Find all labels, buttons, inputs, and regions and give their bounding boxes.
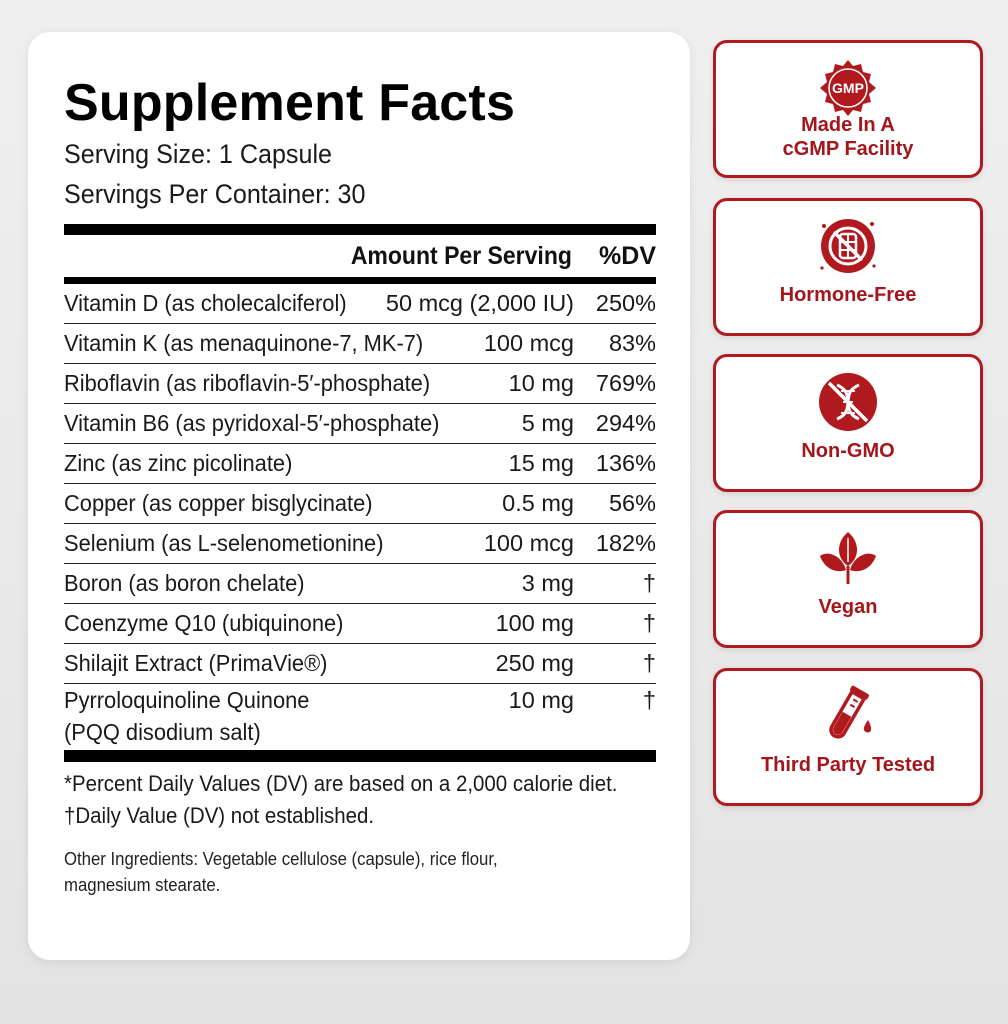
nutrient-dv: 294%: [595, 410, 656, 436]
nutrient-name: Vitamin K (as menaquinone-7, MK-7): [64, 330, 424, 356]
nutrient-dv: 83%: [608, 330, 656, 356]
nutrient-dv: †: [642, 650, 656, 676]
nutrient-row: Shilajit Extract (PrimaVie®) 250 mg †: [64, 644, 656, 684]
nutrient-amount: 100 mcg: [483, 530, 574, 556]
badge-vegan: Vegan: [713, 510, 983, 648]
header-amount-per-serving: Amount Per Serving: [350, 241, 572, 270]
nutrient-amount: 10 mg: [508, 370, 574, 396]
badge-vegan-label: Vegan: [818, 596, 878, 618]
badge-hormone-free: Hormone-Free: [713, 198, 983, 336]
nutrient-dv: †: [642, 687, 656, 713]
nutrient-amount: 100 mcg: [483, 330, 574, 356]
nutrient-row: Vitamin K (as menaquinone-7, MK-7) 100 m…: [64, 324, 656, 364]
test-tube-icon: [829, 685, 872, 739]
badge-non-gmo-label: Non-GMO: [801, 440, 895, 462]
nutrient-row: Vitamin B6 (as pyridoxal-5′-phosphate) 5…: [64, 404, 656, 444]
supplement-facts-content: Supplement Facts Serving Size: 1 Capsule…: [64, 72, 656, 898]
nutrient-amount: 250 mg: [495, 650, 574, 676]
nutrient-dv: †: [642, 610, 656, 636]
nutrient-table: Vitamin D (as cholecalciferol) 50 mcg (2…: [64, 284, 656, 750]
nutrient-amount: 15 mg: [508, 450, 574, 476]
serving-size: Serving Size: 1 Capsule: [64, 139, 332, 169]
bottom-divider: [64, 750, 656, 762]
nutrient-name: Boron (as boron chelate): [64, 570, 305, 596]
facts-header-row: Amount Per Serving %DV: [64, 235, 656, 277]
nutrient-dv: †: [642, 570, 656, 596]
nutrient-dv: 136%: [595, 450, 656, 476]
nutrient-row: Copper (as copper bisglycinate) 0.5 mg 5…: [64, 484, 656, 524]
gmp-seal-icon: GMP: [820, 60, 876, 116]
nutrient-name: Vitamin B6 (as pyridoxal-5′-phosphate): [64, 410, 440, 436]
nutrient-name: Coenzyme Q10 (ubiquinone): [64, 610, 344, 636]
nutrient-amount: 100 mg: [495, 610, 574, 636]
nutrient-row: Riboflavin (as riboflavin-5′-phosphate) …: [64, 364, 656, 404]
gmp-seal-text: GMP: [832, 80, 864, 96]
other-ingredients: Other Ingredients: Vegetable cellulose (…: [64, 849, 498, 895]
footnote-dv-not-established: †Daily Value (DV) not established.: [64, 803, 375, 828]
nutrient-dv: 250%: [595, 290, 656, 316]
badge-hormone-free-label: Hormone-Free: [779, 284, 917, 306]
nutrient-name: Copper (as copper bisglycinate): [64, 490, 373, 516]
badge-gmp: GMP Made In A cGMP Facility: [713, 40, 983, 178]
nutrient-name: Zinc (as zinc picolinate): [64, 450, 293, 476]
nutrient-row: Boron (as boron chelate) 3 mg †: [64, 564, 656, 604]
leaf-icon: [820, 532, 876, 584]
nutrient-amount: 10 mg: [508, 687, 574, 713]
badge-gmp-label: Made In A cGMP Facility: [782, 114, 914, 160]
nutrient-amount: 5 mg: [521, 410, 574, 436]
supplement-facts-panel: Supplement Facts Serving Size: 1 Capsule…: [28, 32, 690, 960]
nutrient-amount: 3 mg: [521, 570, 574, 596]
facts-title: Supplement Facts: [64, 74, 516, 132]
header-divider: [64, 277, 656, 284]
nutrient-name: Riboflavin (as riboflavin-5′-phosphate): [64, 370, 431, 396]
nutrient-row: Coenzyme Q10 (ubiquinone) 100 mg †: [64, 604, 656, 644]
nutrient-dv: 182%: [595, 530, 656, 556]
nutrient-dv: 769%: [595, 370, 656, 396]
non-gmo-icon: [819, 373, 877, 431]
badge-third-party-tested: Third Party Tested: [713, 668, 983, 806]
nutrient-row: Selenium (as L-selenometionine) 100 mcg …: [64, 524, 656, 564]
nutrient-name: Vitamin D (as cholecalciferol): [64, 290, 347, 316]
hormone-free-icon: [820, 219, 876, 273]
footnote-percent-dv: *Percent Daily Values (DV) are based on …: [64, 771, 618, 796]
nutrient-dv: 56%: [608, 490, 656, 516]
header-dv: %DV: [599, 241, 656, 270]
thick-divider: [64, 224, 656, 235]
nutrient-row: Pyrroloquinoline Quinone (PQQ disodium s…: [64, 684, 656, 750]
nutrient-amount: 0.5 mg: [502, 490, 574, 516]
nutrient-name: Pyrroloquinoline Quinone (PQQ disodium s…: [64, 687, 310, 745]
nutrient-row: Vitamin D (as cholecalciferol) 50 mcg (2…: [64, 284, 656, 324]
servings-per-container: Servings Per Container: 30: [64, 179, 366, 209]
badge-third-party-tested-label: Third Party Tested: [760, 754, 936, 776]
badge-non-gmo: Non-GMO: [713, 354, 983, 492]
nutrient-amount: 50 mcg (2,000 IU): [385, 290, 574, 316]
nutrient-name: Selenium (as L-selenometionine): [64, 530, 384, 556]
nutrient-row: Zinc (as zinc picolinate) 15 mg 136%: [64, 444, 656, 484]
nutrient-name: Shilajit Extract (PrimaVie®): [64, 650, 328, 676]
